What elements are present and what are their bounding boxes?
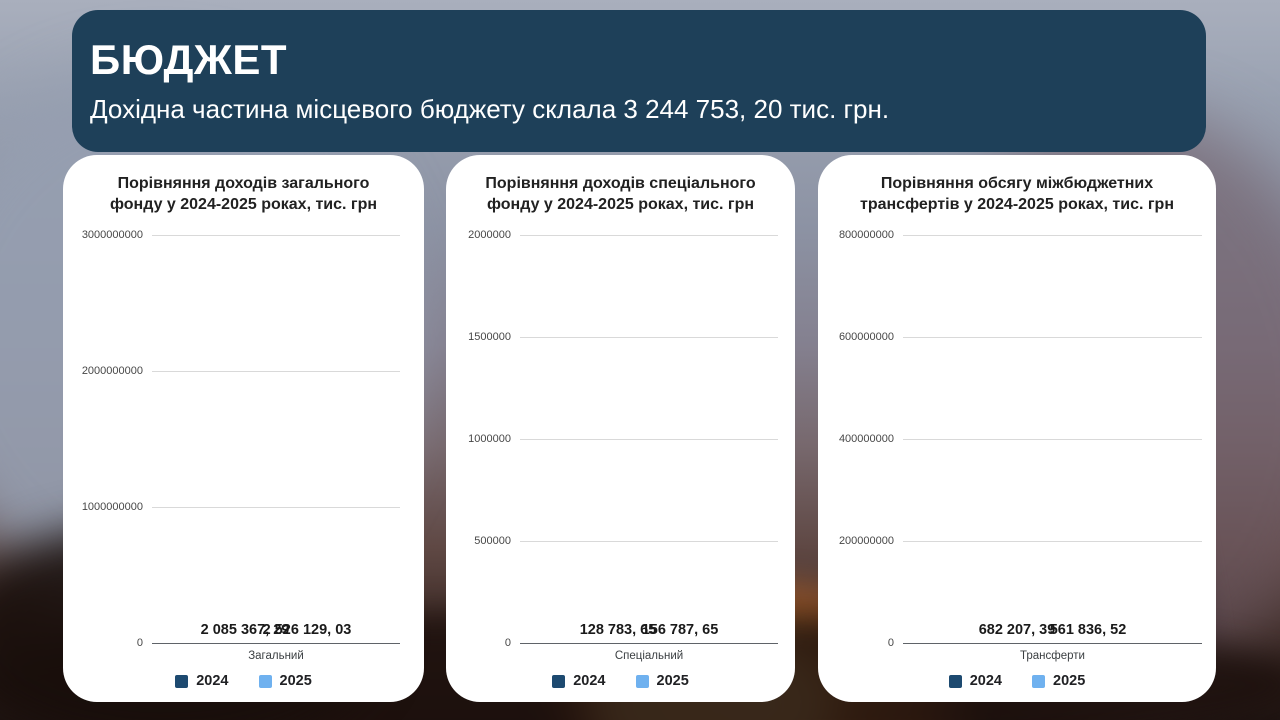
page-title: БЮДЖЕТ <box>90 36 288 83</box>
plot-area: 0 500000 1000000 1500000 2000000 128 783, 65 1… <box>468 229 778 662</box>
legend-swatch <box>175 674 189 688</box>
gridline <box>520 439 778 440</box>
bar-value-label: 682 207, 39 <box>978 622 1056 638</box>
legend-label: 2024 <box>573 673 606 689</box>
legend-label: 2025 <box>656 673 689 689</box>
legend-item-2025: 2025 <box>1032 673 1085 689</box>
gridline <box>903 235 1202 236</box>
y-tick-label: 1500000 <box>468 331 511 343</box>
legend-item-2024: 2024 <box>552 673 606 689</box>
legend-swatch <box>635 674 649 688</box>
plot-area: 0 1000000000 2000000000 3000000000 2 085 367… <box>82 229 400 662</box>
bar-value-label: 128 783, 65 <box>579 622 657 638</box>
y-tick-label: 0 <box>136 637 143 649</box>
legend-label: 2025 <box>1053 673 1086 689</box>
legend-label: 2024 <box>969 673 1002 689</box>
gridline <box>520 337 778 338</box>
gridline <box>903 541 1202 542</box>
bar-value-label: 2 085 367, 29 <box>200 622 290 638</box>
chart-legend: 2024 2025 <box>446 673 795 689</box>
bar-value-label: 561 836, 52 <box>1049 622 1127 638</box>
legend-swatch <box>948 674 962 688</box>
legend-swatch <box>258 674 272 688</box>
chart-card-transfers: Порівняння обсягу міжбюджетних трансферт… <box>818 155 1216 702</box>
y-tick-label: 2000000 <box>468 229 511 241</box>
axis-baseline <box>520 643 778 644</box>
legend-swatch <box>1032 674 1045 688</box>
chart-title: Порівняння доходів загального фонду у 20… <box>109 175 378 213</box>
y-tick-label: 800000000 <box>838 229 894 241</box>
gridline <box>152 370 400 372</box>
x-category-label: Загальний <box>248 650 304 662</box>
legend-label: 2025 <box>279 673 312 689</box>
legend-item-2024: 2024 <box>948 673 1002 689</box>
y-tick-label: 1000000 <box>468 433 511 445</box>
y-tick-label: 3000000000 <box>81 229 143 241</box>
gridline <box>152 235 400 236</box>
gridline <box>152 506 400 508</box>
x-category-label: Спеціальний <box>614 650 684 662</box>
y-tick-label: 200000000 <box>838 535 894 547</box>
plot-area: 0 200000000 400000000 600000000 800000000 682… <box>839 229 1202 662</box>
axis-baseline <box>152 643 400 644</box>
page-subtitle: Дохідна частина місцевого бюджету склала… <box>90 94 890 125</box>
legend-item-2025: 2025 <box>258 673 312 689</box>
y-tick-label: 0 <box>504 637 511 649</box>
y-tick-label: 600000000 <box>838 331 894 343</box>
chart-title: Порівняння обсягу міжбюджетних трансферт… <box>860 175 1174 213</box>
chart-title: Порівняння доходів спеціального фонду у … <box>485 175 756 213</box>
legend-item-2025: 2025 <box>635 673 689 689</box>
bar-value-label: 2 526 129, 03 <box>262 622 352 638</box>
y-tick-label: 400000000 <box>838 433 894 445</box>
chart-legend: 2024 2025 <box>63 673 424 689</box>
axis-baseline <box>903 643 1202 644</box>
gridline <box>520 541 778 542</box>
bar-value-label: 156 787, 65 <box>641 622 719 638</box>
y-tick-label: 0 <box>887 637 894 649</box>
y-tick-label: 500000 <box>474 535 511 547</box>
y-tick-label: 2000000000 <box>81 364 143 377</box>
legend-swatch <box>552 674 566 688</box>
x-category-label: Трансферти <box>1020 650 1085 662</box>
chart-card-special-fund: Порівняння доходів спеціального фонду у … <box>446 155 795 702</box>
gridline <box>520 235 778 236</box>
y-tick-label: 1000000000 <box>81 500 143 513</box>
chart-card-general-fund: Порівняння доходів загального фонду у 20… <box>63 155 424 702</box>
chart-legend: 2024 2025 <box>818 673 1216 689</box>
gridline <box>903 439 1202 440</box>
header-card: БЮДЖЕТ Дохідна частина місцевого бюджету… <box>72 10 1206 152</box>
gridline <box>903 337 1202 338</box>
legend-label: 2024 <box>196 673 229 689</box>
legend-item-2024: 2024 <box>175 673 229 689</box>
